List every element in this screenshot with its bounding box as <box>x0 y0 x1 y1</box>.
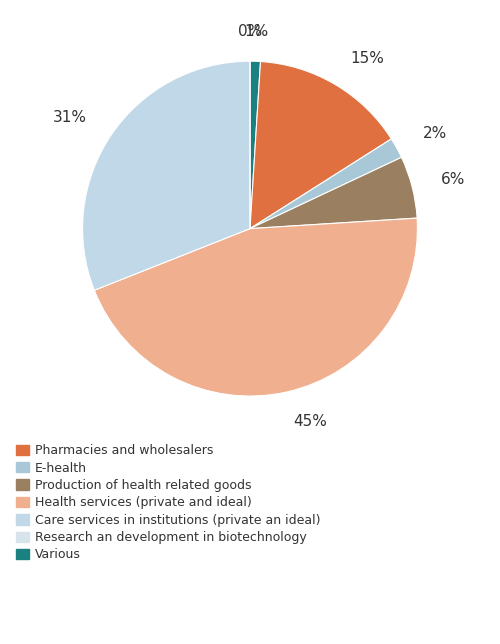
Text: 31%: 31% <box>52 110 86 125</box>
Legend: Pharmacies and wholesalers, E-health, Production of health related goods, Health: Pharmacies and wholesalers, E-health, Pr… <box>16 444 320 562</box>
Wedge shape <box>94 218 417 396</box>
Text: 2%: 2% <box>423 126 448 141</box>
Wedge shape <box>250 157 417 229</box>
Wedge shape <box>82 61 250 290</box>
Text: 6%: 6% <box>442 172 466 187</box>
Text: 0%: 0% <box>238 24 262 39</box>
Wedge shape <box>250 139 402 229</box>
Text: 15%: 15% <box>350 51 384 66</box>
Text: 1%: 1% <box>244 24 268 39</box>
Wedge shape <box>250 62 392 229</box>
Wedge shape <box>250 61 260 229</box>
Text: 45%: 45% <box>293 414 327 429</box>
